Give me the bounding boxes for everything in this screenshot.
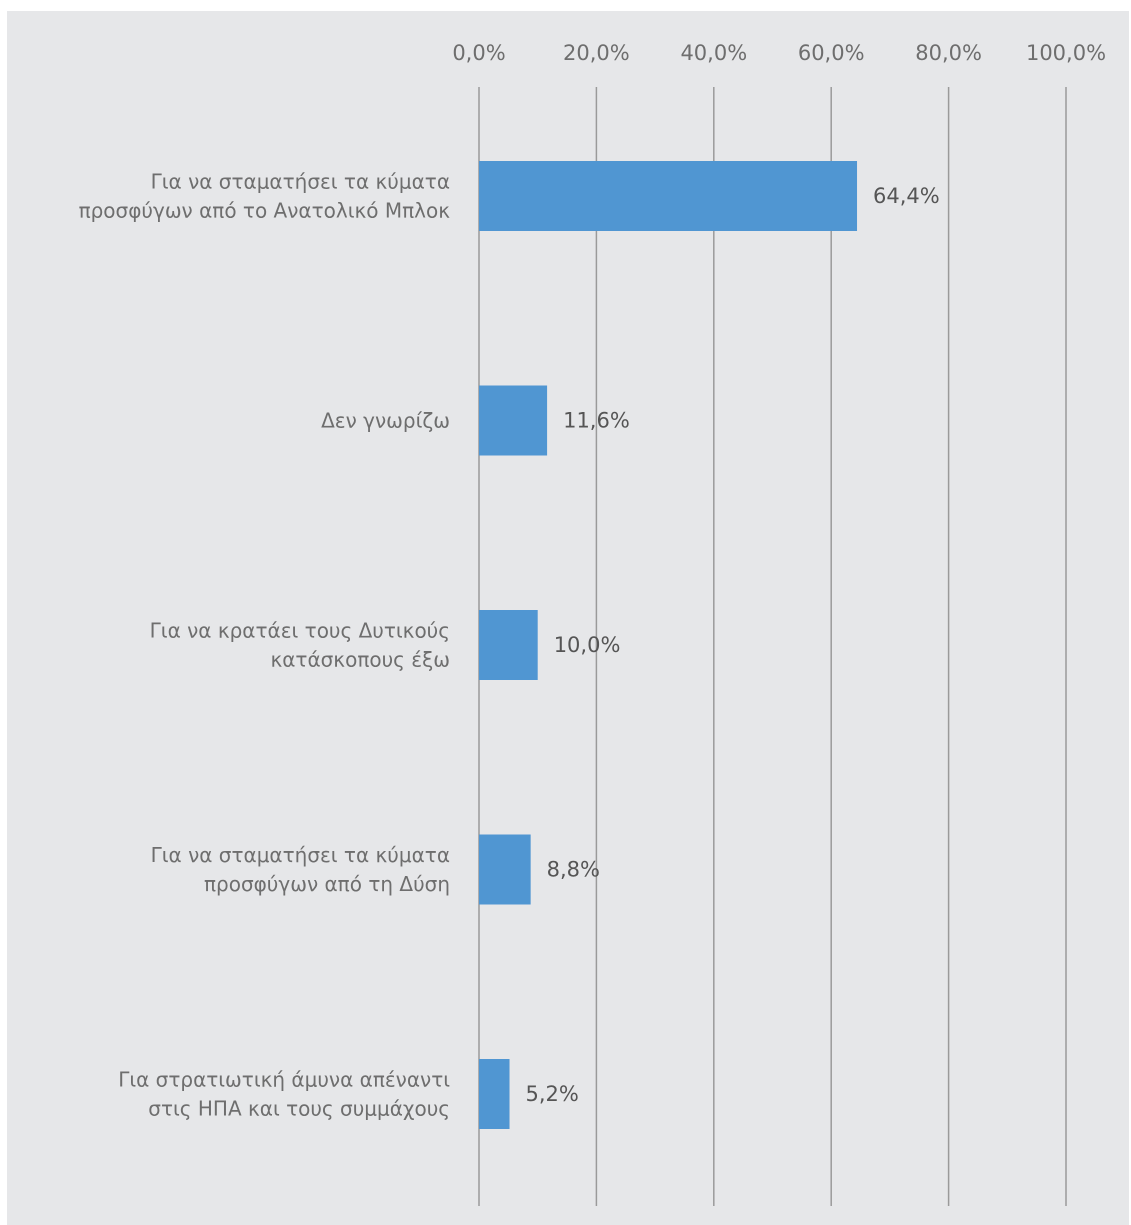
category-label-line: Για να κρατάει τους Δυτικούς	[150, 619, 450, 643]
chart-container: 0,0% 20,0% 40,0% 60,0% 80,0% 100,0% Για να στ…	[7, 11, 1129, 1225]
bar	[479, 1059, 510, 1129]
category-label-line: Για να σταματήσει τα κύματα	[151, 843, 450, 867]
x-tick-label: 20,0%	[563, 41, 630, 65]
category-label-line: κατάσκοπους έξω	[270, 648, 450, 672]
bar	[479, 610, 538, 680]
category-labels: Για να σταματήσει τα κύματα προσφύγων από…	[79, 170, 451, 1121]
category-label: Για να σταματήσει τα κύματα προσφύγων από…	[151, 843, 450, 896]
bar-chart: 0,0% 20,0% 40,0% 60,0% 80,0% 100,0% Για να στ…	[7, 11, 1129, 1225]
category-label-line: Για να σταματήσει τα κύματα	[151, 170, 450, 194]
category-label-line: στις ΗΠΑ και τους συμμάχους	[148, 1097, 450, 1121]
category-label: Δεν γνωρίζω	[321, 409, 450, 433]
x-tick-label: 80,0%	[915, 41, 982, 65]
x-tick-label: 0,0%	[452, 41, 505, 65]
category-label-line: προσφύγων από το Ανατολικό Μπλοκ	[79, 199, 451, 223]
category-label: Για να σταματήσει τα κύματα προσφύγων από…	[79, 170, 451, 223]
data-label: 11,6%	[563, 409, 630, 433]
bar	[479, 161, 858, 231]
bars	[479, 161, 858, 1129]
data-label: 10,0%	[554, 633, 621, 657]
data-label: 8,8%	[547, 858, 600, 882]
category-label-line: Για στρατιωτική άμυνα απέναντι	[118, 1068, 450, 1092]
x-tick-label: 100,0%	[1026, 41, 1106, 65]
category-label: Για στρατιωτική άμυνα απέναντι στις ΗΠΑ κ…	[118, 1068, 450, 1121]
x-tick-label: 60,0%	[798, 41, 865, 65]
bar	[479, 385, 548, 456]
category-label: Για να κρατάει τους Δυτικούς κατάσκοπους …	[150, 619, 450, 672]
x-axis-ticks: 0,0% 20,0% 40,0% 60,0% 80,0% 100,0%	[452, 41, 1106, 65]
data-label: 5,2%	[526, 1082, 579, 1106]
data-label: 64,4%	[873, 184, 940, 208]
category-label-line: προσφύγων από τη Δύση	[204, 872, 450, 896]
category-label-line: Δεν γνωρίζω	[321, 409, 450, 433]
x-tick-label: 40,0%	[680, 41, 747, 65]
bar	[479, 834, 531, 905]
gridlines	[478, 87, 1067, 1206]
value-labels: 64,4% 11,6% 10,0% 8,8% 5,2%	[526, 184, 940, 1106]
